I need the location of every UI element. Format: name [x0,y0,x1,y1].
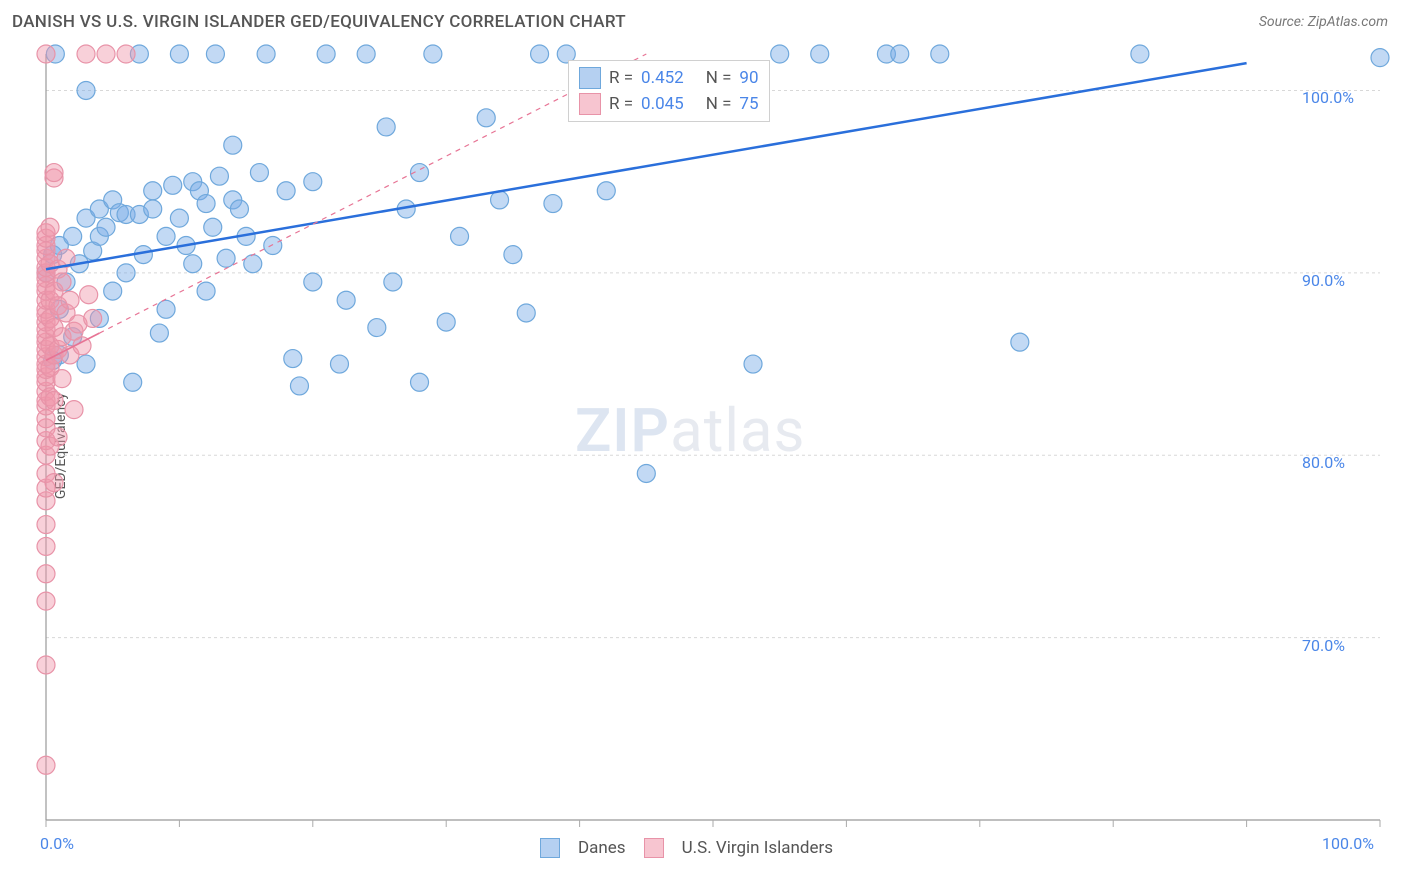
series-label: U.S. Virgin Islanders [682,838,833,858]
series-swatch [644,838,664,858]
y-tick-label: 100.0% [1302,88,1354,107]
scatter-plot [0,0,1406,892]
series-legend: Danes U.S. Virgin Islanders [540,838,833,858]
legend-r-value: 0.452 [641,68,684,88]
x-tick-label: 100.0% [1322,834,1374,853]
legend-n-value: 75 [739,94,758,114]
series-label: Danes [578,838,626,858]
y-tick-label: 70.0% [1302,636,1345,655]
chart-container: DANISH VS U.S. VIRGIN ISLANDER GED/EQUIV… [0,0,1406,892]
legend-n-label: N = [706,94,732,114]
series-swatch [540,838,560,858]
x-tick-label: 0.0% [40,834,74,853]
legend-r-label: R = [609,68,633,88]
y-tick-label: 80.0% [1302,453,1345,472]
legend-swatch [579,67,601,89]
legend-r-label: R = [609,94,633,114]
legend-r-value: 0.045 [641,94,684,114]
legend-n-value: 90 [739,68,758,88]
legend-swatch [579,93,601,115]
legend-row: R = 0.452 N = 90 [579,65,759,91]
legend-n-label: N = [706,68,732,88]
y-tick-label: 90.0% [1302,271,1345,290]
legend-row: R = 0.045 N = 75 [579,91,759,117]
correlation-legend: R = 0.452 N = 90 R = 0.045 N = 75 [568,60,770,122]
